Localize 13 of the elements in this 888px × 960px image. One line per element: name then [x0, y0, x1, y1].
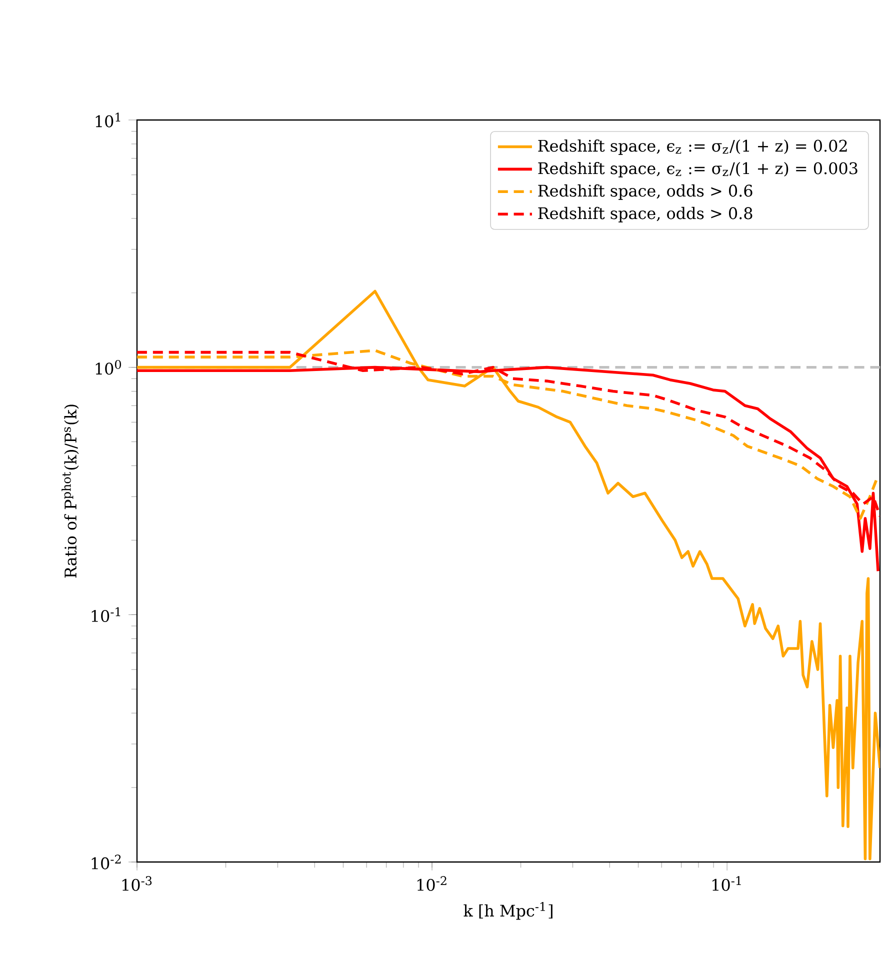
y-tick-label: 10$^{-2}$ — [92, 854, 121, 870]
x-tick-label: 10$^{-3}$ — [122, 876, 152, 891]
legend-label: Redshift space, odds > 0.6 — [538, 184, 752, 200]
y-tick-label: 10$^{0}$ — [96, 360, 122, 375]
x-tick-label: 10$^{-1}$ — [712, 876, 741, 891]
y-tick-label: 10$^{-1}$ — [92, 607, 120, 622]
legend-label: Redshift space, ϵ$_{z}$ := σ$_{z}$/(1 + z) = 0.003 — [538, 162, 858, 178]
legend-label: Redshift space, odds > 0.8 — [538, 206, 752, 222]
y-axis-title: Ratio of P$^{phot}$(k)/P$^{s}$(k) — [62, 404, 79, 578]
legend-label: Redshift space, ϵ$_{z}$ := σ$_{z}$/(1 + z) = 0.02 — [538, 139, 847, 155]
y-tick-label: 10$^{1}$ — [96, 112, 120, 128]
x-axis-title: k [h Mpc$^{-1}$] — [464, 902, 552, 920]
x-tick-label: 10$^{-2}$ — [417, 876, 446, 891]
